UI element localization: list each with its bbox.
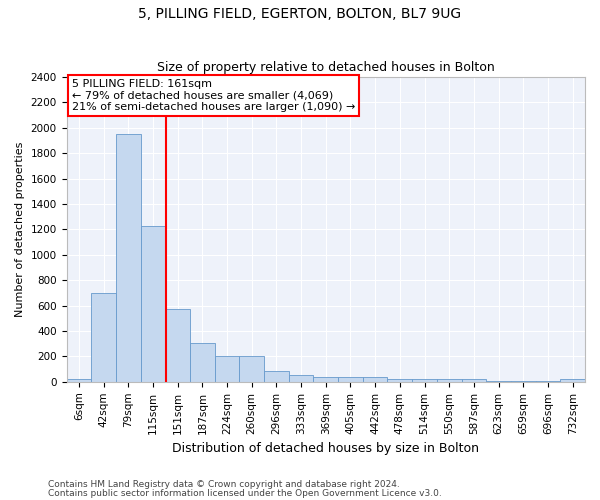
Bar — [91, 293, 116, 382]
Bar — [536, 381, 560, 382]
Bar — [338, 376, 363, 382]
Bar — [560, 380, 585, 382]
Bar — [67, 380, 91, 382]
Title: Size of property relative to detached houses in Bolton: Size of property relative to detached ho… — [157, 62, 494, 74]
Bar — [190, 343, 215, 382]
Bar — [215, 356, 239, 382]
Bar — [264, 371, 289, 382]
Bar — [461, 380, 486, 382]
Bar — [363, 378, 388, 382]
Bar — [486, 381, 511, 382]
Text: Contains HM Land Registry data © Crown copyright and database right 2024.: Contains HM Land Registry data © Crown c… — [48, 480, 400, 489]
Bar — [388, 380, 412, 382]
Text: 5, PILLING FIELD, EGERTON, BOLTON, BL7 9UG: 5, PILLING FIELD, EGERTON, BOLTON, BL7 9… — [139, 8, 461, 22]
Bar — [165, 309, 190, 382]
Bar — [289, 376, 313, 382]
Bar — [239, 356, 264, 382]
Bar — [511, 381, 536, 382]
Y-axis label: Number of detached properties: Number of detached properties — [15, 142, 25, 317]
Bar — [140, 226, 165, 382]
Bar — [116, 134, 140, 382]
Text: Contains public sector information licensed under the Open Government Licence v3: Contains public sector information licen… — [48, 488, 442, 498]
Text: 5 PILLING FIELD: 161sqm
← 79% of detached houses are smaller (4,069)
21% of semi: 5 PILLING FIELD: 161sqm ← 79% of detache… — [72, 78, 355, 112]
Bar — [313, 376, 338, 382]
Bar — [437, 380, 461, 382]
X-axis label: Distribution of detached houses by size in Bolton: Distribution of detached houses by size … — [172, 442, 479, 455]
Bar — [412, 380, 437, 382]
